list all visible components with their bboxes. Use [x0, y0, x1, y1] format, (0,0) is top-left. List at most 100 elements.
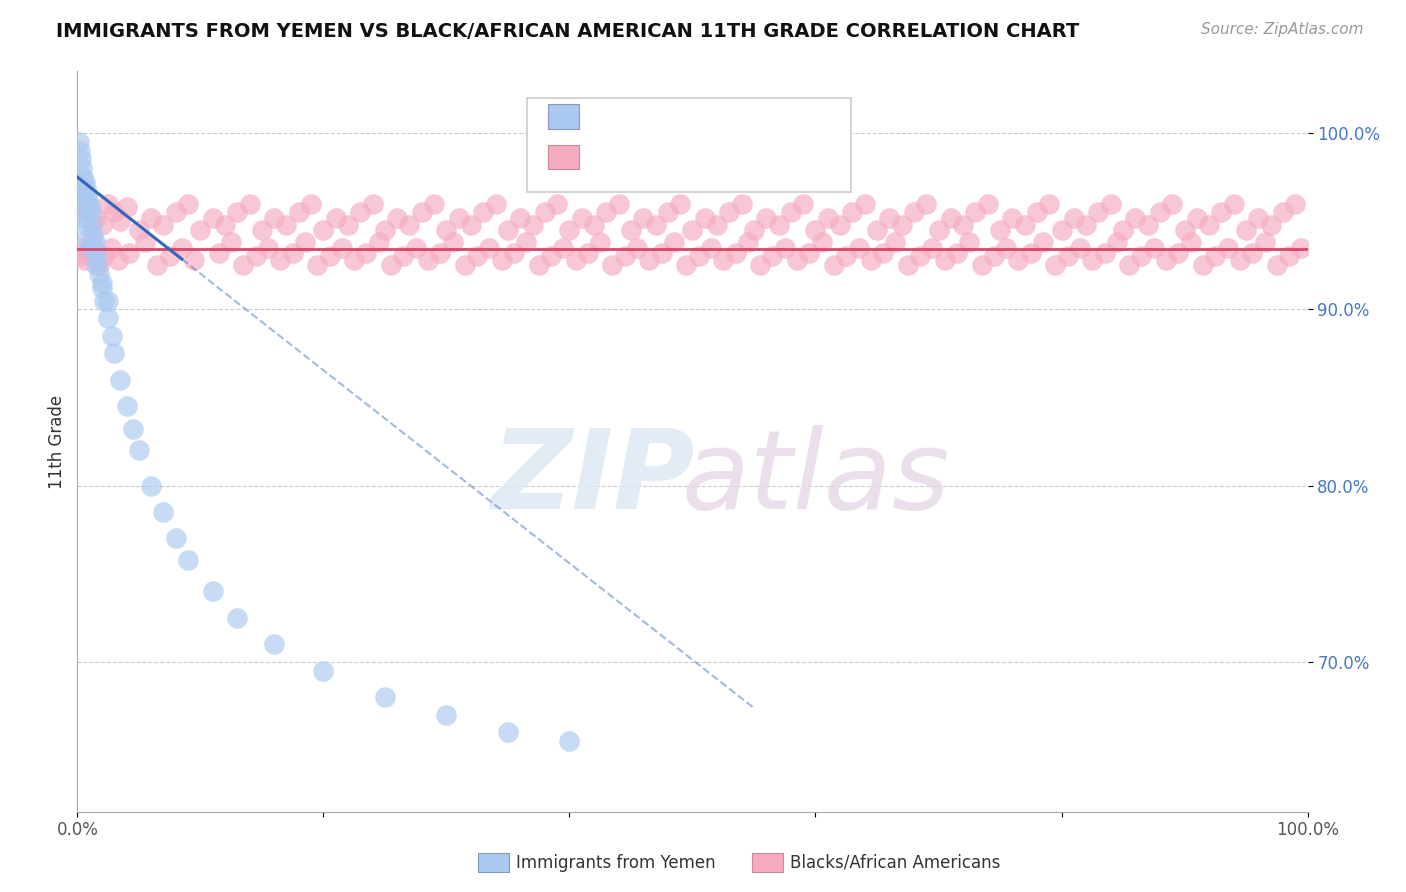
Point [84, 244, 107, 259]
Text: IMMIGRANTS FROM YEMEN VS BLACK/AFRICAN AMERICAN 11TH GRADE CORRELATION CHART: IMMIGRANTS FROM YEMEN VS BLACK/AFRICAN A… [56, 22, 1080, 41]
Point [90, 276, 114, 290]
Point [70, 200, 93, 214]
Point [159, 249, 181, 263]
Point [1229, 252, 1251, 267]
Point [522, 218, 544, 232]
Point [558, 223, 581, 237]
Point [307, 258, 329, 272]
Point [118, 246, 141, 260]
Point [226, 205, 249, 219]
Point [546, 196, 568, 211]
Point [79, 241, 101, 255]
Point [1081, 252, 1104, 267]
Point [853, 196, 876, 211]
Point [75, 182, 97, 196]
Point [146, 258, 169, 272]
Point [737, 235, 759, 250]
Point [201, 584, 224, 599]
Point [441, 235, 464, 250]
Point [633, 211, 655, 225]
Point [718, 205, 741, 219]
Point [141, 478, 163, 492]
Point [908, 249, 931, 263]
Point [841, 205, 863, 219]
Text: -0.392: -0.392 [628, 107, 697, 127]
Point [934, 252, 956, 267]
Point [177, 196, 200, 211]
Point [970, 258, 993, 272]
Point [503, 246, 526, 260]
Point [69, 144, 91, 158]
Point [1253, 235, 1275, 250]
Point [939, 211, 962, 225]
Point [1069, 241, 1091, 255]
Point [423, 196, 446, 211]
Point [76, 246, 98, 260]
Point [1167, 246, 1189, 260]
Point [1063, 211, 1085, 225]
Text: R =: R = [586, 147, 623, 167]
Point [69, 178, 91, 193]
Point [644, 218, 666, 232]
Point [80, 205, 103, 219]
Point [73, 252, 96, 267]
Point [405, 241, 427, 255]
Point [250, 223, 273, 237]
Point [1105, 235, 1128, 250]
Point [1045, 258, 1067, 272]
Point [97, 293, 120, 308]
Point [1014, 218, 1036, 232]
Point [70, 153, 93, 167]
Point [312, 664, 335, 678]
Point [89, 267, 111, 281]
Point [675, 258, 697, 272]
Point [188, 223, 212, 237]
Point [946, 246, 969, 260]
Point [884, 235, 907, 250]
Text: Immigrants from Yemen: Immigrants from Yemen [516, 854, 716, 871]
Point [83, 235, 105, 250]
Point [76, 189, 98, 203]
Point [70, 241, 93, 255]
Point [1087, 205, 1109, 219]
Point [183, 252, 205, 267]
Point [1284, 196, 1306, 211]
Point [110, 214, 132, 228]
Point [706, 218, 728, 232]
Point [1223, 196, 1246, 211]
Point [1265, 258, 1288, 272]
Point [1001, 211, 1024, 225]
Point [93, 293, 115, 308]
Point [983, 249, 1005, 263]
Point [662, 235, 685, 250]
Point [749, 258, 772, 272]
Text: atlas: atlas [681, 425, 950, 532]
Point [1056, 249, 1078, 263]
Point [755, 211, 778, 225]
Point [1247, 211, 1270, 225]
Point [79, 200, 101, 214]
Point [859, 252, 882, 267]
Point [921, 241, 943, 255]
Point [731, 196, 754, 211]
Point [903, 205, 925, 219]
Point [890, 218, 912, 232]
Point [1050, 223, 1073, 237]
Point [700, 241, 723, 255]
Point [128, 443, 150, 458]
Point [330, 241, 353, 255]
Point [70, 187, 93, 202]
Point [804, 223, 827, 237]
Point [1099, 196, 1122, 211]
Point [97, 311, 120, 326]
Point [110, 373, 132, 387]
Text: Source: ZipAtlas.com: Source: ZipAtlas.com [1201, 22, 1364, 37]
Point [436, 223, 458, 237]
Point [84, 258, 107, 272]
Point [429, 246, 451, 260]
Point [571, 211, 593, 225]
Point [602, 258, 624, 272]
Point [534, 205, 557, 219]
Point [86, 252, 108, 267]
Point [374, 690, 396, 705]
